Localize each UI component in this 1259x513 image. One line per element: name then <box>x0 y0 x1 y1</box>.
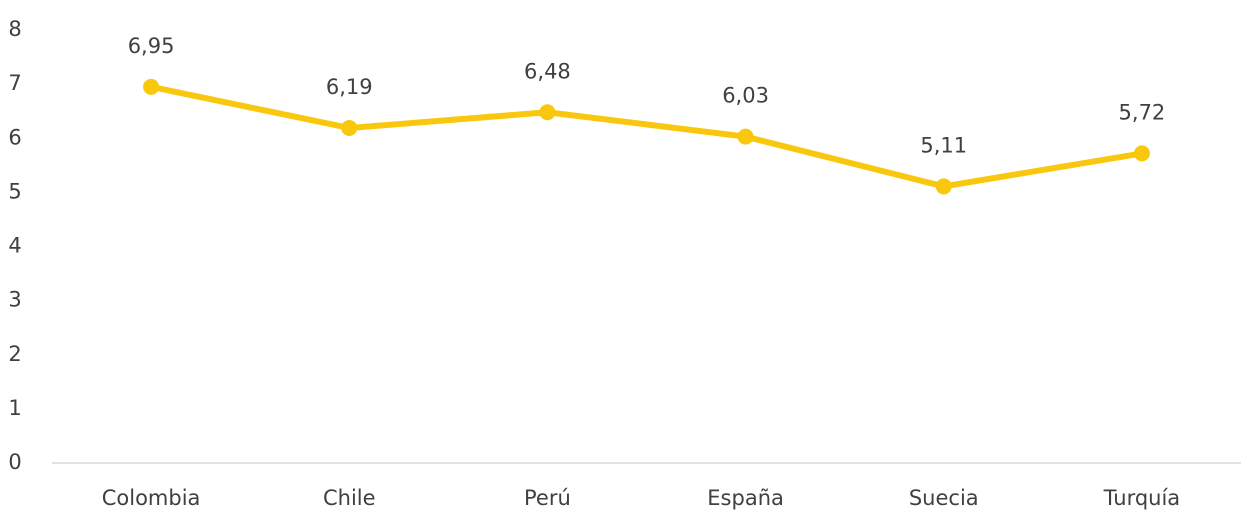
marker <box>1133 145 1150 162</box>
marker <box>143 78 160 95</box>
data-label: 6,19 <box>326 75 373 99</box>
y-tick-label: 4 <box>8 234 21 258</box>
y-tick-label: 7 <box>8 71 21 95</box>
x-tick-label: Suecia <box>909 486 979 510</box>
marker <box>737 128 754 145</box>
x-tick-label: Turquía <box>1103 486 1181 510</box>
marker <box>935 178 952 195</box>
marker <box>341 119 358 136</box>
x-tick-label: España <box>707 486 784 510</box>
data-label: 6,03 <box>722 84 769 108</box>
data-label: 6,95 <box>128 34 175 58</box>
y-tick-label: 2 <box>8 342 21 366</box>
y-tick-label: 1 <box>8 396 21 420</box>
data-label: 5,11 <box>920 133 967 157</box>
x-tick-label: Colombia <box>102 486 201 510</box>
x-tick-label: Perú <box>524 486 571 510</box>
x-tick-label: Chile <box>323 486 376 510</box>
data-label: 5,72 <box>1119 100 1166 124</box>
y-tick-label: 5 <box>8 179 21 203</box>
y-tick-label: 6 <box>8 125 21 149</box>
y-tick-label: 0 <box>8 450 21 474</box>
marker <box>539 104 556 121</box>
y-tick-label: 3 <box>8 288 21 312</box>
line <box>150 83 1143 190</box>
y-tick-label: 8 <box>8 17 21 41</box>
data-label: 6,48 <box>524 59 571 83</box>
